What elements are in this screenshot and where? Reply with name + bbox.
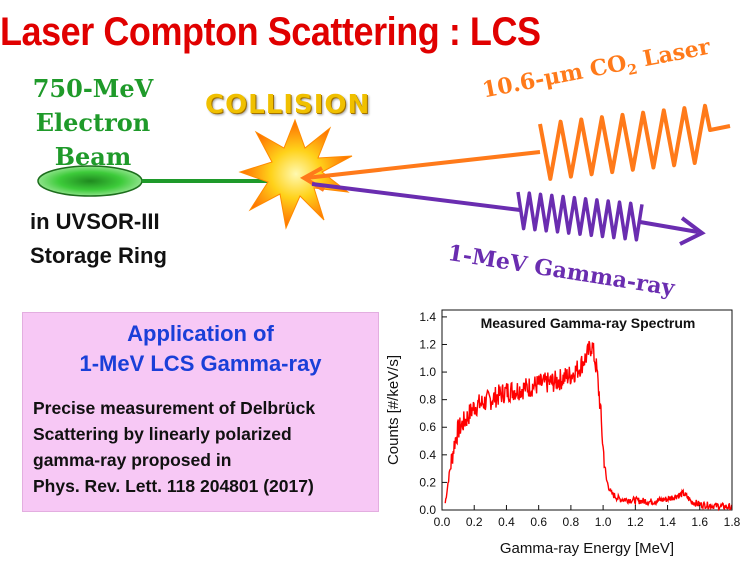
gamma-spectrum-chart: 0.0 0.2 0.4 0.6 0.8 1.0 1.2 1.4 1.6 1.8 0.0 0.2 0.4… (385, 309, 741, 557)
x-tick-label: 1.2 (627, 515, 644, 529)
y-tick-label: 0.6 (419, 420, 436, 434)
x-axis-label: Gamma-ray Energy [MeV] (500, 540, 674, 557)
storage-ring-line2: Storage Ring (30, 243, 167, 268)
electron-bunch-ellipse (37, 165, 143, 197)
y-tick-label: 0.2 (419, 475, 436, 489)
application-line: gamma-ray proposed in (33, 450, 232, 470)
x-tick-label: 1.6 (691, 515, 708, 529)
x-tick-label: 0.8 (563, 515, 580, 529)
y-tick-label: 1.2 (419, 337, 436, 351)
x-tick-label: 1.8 (724, 515, 741, 529)
electron-beam-label: 750-MeV Electron Beam (8, 72, 178, 174)
y-axis-label: Counts [#/keV/s] (385, 355, 402, 465)
application-title: Application of 1-MeV LCS Gamma-ray (23, 319, 378, 379)
x-tick-label: 1.4 (659, 515, 676, 529)
x-tick-label: 0.2 (466, 515, 483, 529)
application-line: Precise measurement of Delbrück (33, 398, 316, 418)
electron-beam-word-electron: Electron (35, 108, 151, 137)
y-tick-label: 1.4 (419, 310, 436, 324)
electron-beam-energy: 750-MeV (32, 74, 154, 103)
application-box: Application of 1-MeV LCS Gamma-ray Preci… (22, 312, 379, 512)
chart-title: Measured Gamma-ray Spectrum (481, 315, 696, 331)
x-tick-label: 0.0 (434, 515, 451, 529)
collision-label: COLLISION (205, 90, 371, 120)
y-tick-label: 0.0 (419, 503, 436, 517)
x-tick-label: 1.0 (595, 515, 612, 529)
x-tick-label: 0.6 (530, 515, 547, 529)
collision-star-icon (238, 118, 353, 230)
application-line: Scattering by linearly polarized (33, 424, 292, 444)
y-tick-label: 1.0 (419, 365, 436, 379)
application-description: Precise measurement of Delbrück Scatteri… (33, 395, 378, 499)
spectrum-line (444, 340, 733, 512)
page-title: Laser Compton Scattering : LCS (0, 10, 541, 54)
application-title-line2: 1-MeV LCS Gamma-ray (79, 351, 322, 376)
collision-diagram (37, 103, 731, 246)
application-line: Phys. Rev. Lett. 118 204801 (2017) (33, 476, 314, 496)
plot-frame (441, 309, 733, 511)
application-title-line1: Application of (127, 321, 274, 346)
y-tick-label: 0.4 (419, 448, 436, 462)
storage-ring-line1: in UVSOR-III (30, 209, 160, 234)
x-tick-label: 0.4 (498, 515, 515, 529)
gamma-wave-arrow (311, 182, 706, 246)
storage-ring-label: in UVSOR-III Storage Ring (30, 205, 167, 273)
y-tick-label: 0.8 (419, 393, 436, 407)
